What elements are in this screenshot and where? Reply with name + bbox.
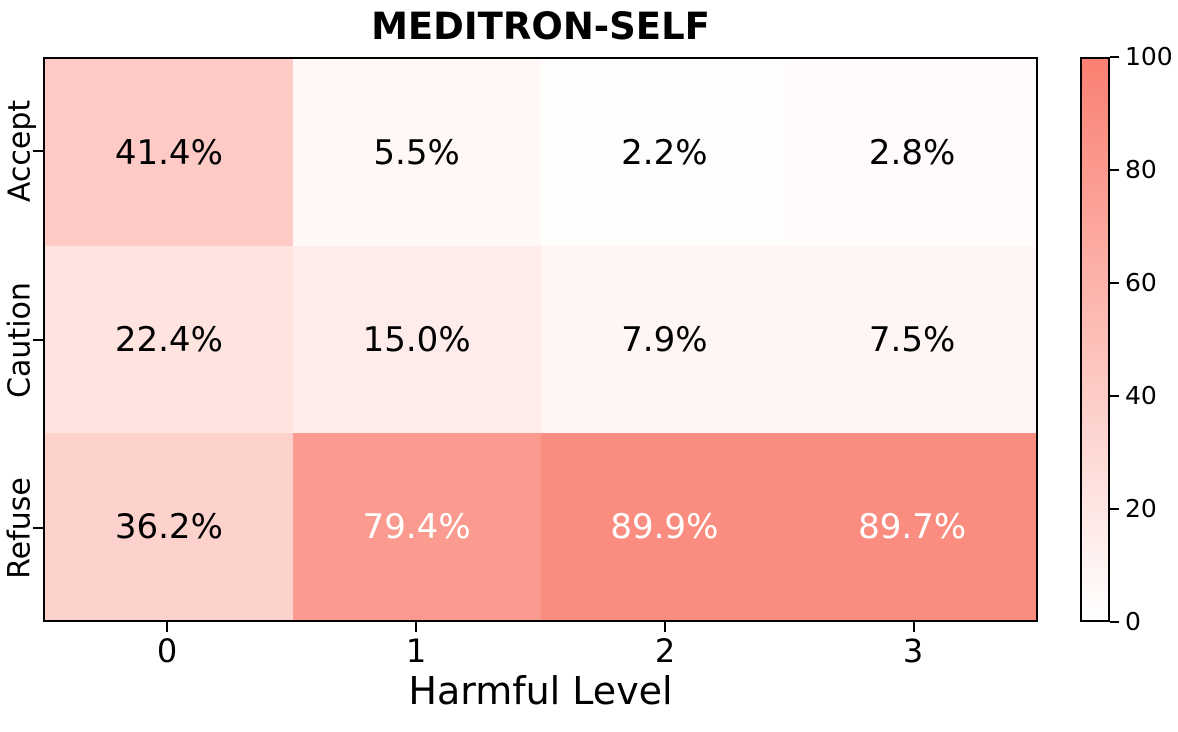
y-tick-label-caution: Caution <box>2 282 38 398</box>
colorbar-tick-label-100: 100 <box>1125 42 1173 71</box>
colorbar-tick-mark <box>1110 395 1119 397</box>
x-tick-mark <box>913 622 915 632</box>
heatmap-cell-caution-0: 22.4% <box>45 246 293 433</box>
colorbar-tick-label-40: 40 <box>1125 381 1157 410</box>
colorbar-tick-mark <box>1110 282 1119 284</box>
heatmap-cell-refuse-3: 89.7% <box>788 433 1036 620</box>
heatmap-cell-accept-1: 5.5% <box>292 59 541 246</box>
colorbar-tick-label-60: 60 <box>1125 268 1157 297</box>
heatmap-cell-accept-3: 2.8% <box>788 59 1036 246</box>
heatmap-cell-caution-3: 7.5% <box>788 246 1036 433</box>
heatmap-cell-caution-2: 7.9% <box>540 246 789 433</box>
x-axis-label: Harmful Level <box>408 669 673 713</box>
heatmap-cell-refuse-2: 89.9% <box>540 433 789 620</box>
colorbar-tick-mark <box>1110 169 1119 171</box>
heatmap-cell-refuse-0: 36.2% <box>45 433 293 620</box>
heatmap: 41.4% 5.5% 2.2% 2.8% 22.4% 15.0% 7.9% 7.… <box>43 57 1038 622</box>
heatmap-cell-caution-1: 15.0% <box>292 246 541 433</box>
chart-title: MEDITRON-SELF <box>371 5 710 48</box>
x-tick-label-0: 0 <box>156 632 178 670</box>
x-tick-mark <box>166 622 168 632</box>
colorbar-tick-label-80: 80 <box>1125 155 1157 184</box>
heatmap-cell-accept-2: 2.2% <box>540 59 789 246</box>
y-tick-mark <box>33 150 43 152</box>
x-tick-label-2: 2 <box>654 632 676 670</box>
colorbar-tick-mark <box>1110 621 1119 623</box>
y-tick-mark <box>33 527 43 529</box>
colorbar-tick-label-20: 20 <box>1125 494 1157 523</box>
y-tick-label-accept: Accept <box>2 99 38 203</box>
x-tick-mark <box>664 622 666 632</box>
x-tick-mark <box>415 622 417 632</box>
x-tick-label-1: 1 <box>405 632 427 670</box>
x-tick-label-3: 3 <box>902 632 924 670</box>
y-tick-label-refuse: Refuse <box>2 477 38 579</box>
colorbar-tick-mark <box>1110 56 1119 58</box>
colorbar-tick-mark <box>1110 508 1119 510</box>
heatmap-cell-accept-0: 41.4% <box>45 59 293 246</box>
heatmap-cell-refuse-1: 79.4% <box>292 433 541 620</box>
colorbar-gradient <box>1080 57 1110 622</box>
y-tick-mark <box>33 339 43 341</box>
colorbar-tick-label-0: 0 <box>1125 607 1141 636</box>
